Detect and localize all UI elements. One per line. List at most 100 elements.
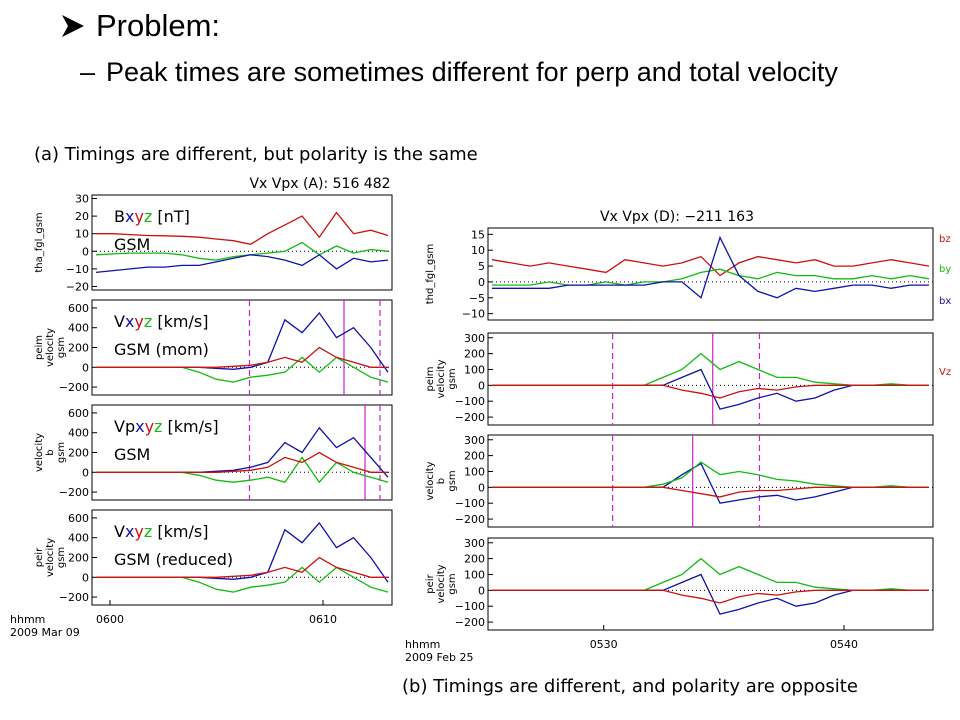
y-tick-label: 100 bbox=[464, 568, 485, 581]
y-tick-label: 200 bbox=[464, 348, 485, 361]
x-tick-label: 0600 bbox=[96, 613, 124, 626]
y-tick-label: 0 bbox=[478, 481, 485, 494]
y-tick-label: −5 bbox=[469, 292, 485, 305]
overlay-label: GSM bbox=[114, 445, 150, 464]
panel-frame bbox=[487, 537, 934, 631]
y-tick-label: 400 bbox=[68, 532, 89, 545]
y-tick-label: −100 bbox=[455, 497, 485, 510]
y-axis-label: peir bbox=[34, 547, 45, 567]
time-axis-label: hhmm bbox=[10, 613, 45, 626]
overlay-label-part: V bbox=[114, 312, 125, 331]
y-tick-label: 600 bbox=[68, 407, 89, 420]
y-axis-label: velocity bbox=[45, 538, 56, 577]
overlay-label-part: z bbox=[144, 312, 152, 331]
y-tick-label: 0 bbox=[82, 245, 89, 258]
overlay-label: Bxyz [nT] bbox=[114, 207, 190, 226]
y-tick-label: 600 bbox=[68, 512, 89, 525]
y-tick-label: 100 bbox=[464, 465, 485, 478]
overlay-label-part: y bbox=[134, 207, 143, 226]
time-axis-date: 2009 Feb 25 bbox=[405, 651, 473, 664]
overlay-label-part: x bbox=[125, 207, 134, 226]
y-axis-label: velocity bbox=[436, 564, 447, 603]
y-tick-label: 0 bbox=[82, 466, 89, 479]
y-tick-label: 0 bbox=[478, 584, 485, 597]
overlay-label: GSM (reduced) bbox=[114, 550, 233, 569]
x-tick-label: 0530 bbox=[590, 638, 618, 651]
chart-b: Vx Vpx (D): −211 163 15 10 5 0 −5 −10 thd_fgl_g… bbox=[405, 209, 951, 664]
overlay-label-part: V bbox=[114, 522, 125, 541]
series-line-bx bbox=[492, 235, 929, 299]
legend-label: bz bbox=[939, 234, 951, 245]
y-tick-label: −100 bbox=[455, 600, 485, 613]
x-tick-label: 0610 bbox=[309, 613, 337, 626]
series-line-bx bbox=[95, 254, 389, 274]
problem-label: Problem: bbox=[96, 8, 221, 43]
y-tick-label: −200 bbox=[59, 591, 89, 604]
problem-point: – Peak times are sometimes different for… bbox=[80, 56, 926, 89]
y-tick-label: −200 bbox=[455, 616, 485, 629]
y-axis-label: gsm bbox=[56, 442, 67, 463]
series-line-vz bbox=[96, 346, 388, 368]
y-axis-label: thd_fgl_gsm bbox=[425, 244, 436, 305]
y-tick-label: 300 bbox=[464, 332, 485, 345]
x-tick-label: 0540 bbox=[830, 638, 858, 651]
y-tick-label: 0 bbox=[478, 379, 485, 392]
y-tick-label: 30 bbox=[75, 193, 89, 206]
series-line-bz bbox=[96, 211, 389, 245]
y-tick-label: 200 bbox=[464, 450, 485, 463]
series-line-vx bbox=[492, 368, 929, 410]
y-axis-label: tha_fgl_gsm bbox=[34, 212, 45, 272]
point-dash: – bbox=[80, 57, 96, 87]
overlay-label: Vxyz [km/s] bbox=[114, 312, 208, 331]
series-line-vy bbox=[96, 566, 389, 593]
y-tick-label: −10 bbox=[66, 263, 89, 276]
time-axis-label: hhmm bbox=[405, 638, 440, 651]
y-axis-label: peir bbox=[425, 573, 436, 593]
overlay-label-part: y bbox=[134, 312, 143, 331]
series-line-vz bbox=[492, 589, 929, 604]
y-axis-label: velocity bbox=[45, 328, 56, 367]
panel-frame bbox=[487, 227, 934, 321]
series-line-vz bbox=[96, 556, 388, 578]
series-line-by bbox=[492, 268, 930, 286]
y-tick-label: 200 bbox=[464, 553, 485, 566]
panel-frame bbox=[487, 434, 934, 528]
overlay-label: Vpxyz [km/s] bbox=[114, 417, 219, 436]
y-axis-label: gsm bbox=[447, 368, 458, 389]
caption-b: (b) Timings are different, and polarity … bbox=[402, 676, 858, 697]
series-line-vx bbox=[492, 462, 929, 504]
series-line-vz bbox=[492, 384, 929, 399]
overlay-label-part: z bbox=[154, 417, 162, 436]
y-tick-label: −200 bbox=[455, 411, 485, 424]
y-axis-label: velocity bbox=[425, 461, 436, 500]
overlay-label-part: [km/s] bbox=[162, 417, 218, 436]
series-line-vy bbox=[492, 352, 929, 386]
y-tick-label: 600 bbox=[68, 302, 89, 315]
y-tick-label: −200 bbox=[59, 381, 89, 394]
y-tick-label: 20 bbox=[75, 210, 89, 223]
overlay-label: GSM bbox=[114, 235, 150, 254]
y-tick-label: 0 bbox=[82, 361, 89, 374]
point-text: Peak times are sometimes different for p… bbox=[106, 57, 838, 87]
y-tick-label: 10 bbox=[75, 228, 89, 241]
chart-title: Vx Vpx (D): −211 163 bbox=[600, 209, 754, 225]
y-axis-label: velocity bbox=[436, 359, 447, 398]
y-axis-label: b bbox=[436, 478, 447, 484]
y-axis-label: gsm bbox=[447, 573, 458, 594]
y-tick-label: −200 bbox=[59, 486, 89, 499]
y-axis-label: peim bbox=[425, 366, 436, 391]
y-tick-label: 0 bbox=[82, 571, 89, 584]
y-tick-label: 15 bbox=[471, 228, 485, 241]
panel-frame bbox=[487, 332, 934, 426]
y-axis-label: peim bbox=[34, 335, 45, 360]
y-tick-label: −10 bbox=[462, 308, 485, 321]
y-tick-label: 200 bbox=[68, 342, 89, 355]
y-tick-label: −200 bbox=[455, 513, 485, 526]
overlay-label-part: z bbox=[144, 207, 152, 226]
legend-label: by bbox=[939, 264, 951, 275]
overlay-label-part: [nT] bbox=[152, 207, 189, 226]
y-tick-label: 100 bbox=[464, 363, 485, 376]
series-line-vz bbox=[96, 451, 388, 473]
y-tick-label: 300 bbox=[464, 537, 485, 550]
legend-label: Vz bbox=[939, 367, 951, 378]
